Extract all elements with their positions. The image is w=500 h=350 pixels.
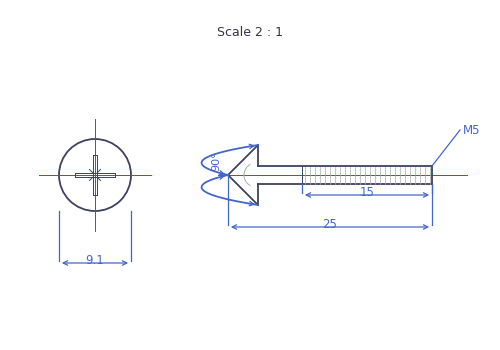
- Text: 90°: 90°: [211, 151, 221, 171]
- Text: 9.1: 9.1: [86, 254, 104, 267]
- Text: M5: M5: [463, 124, 480, 136]
- Text: 15: 15: [360, 186, 374, 199]
- Text: Scale 2 : 1: Scale 2 : 1: [217, 26, 283, 38]
- Text: 25: 25: [322, 218, 338, 231]
